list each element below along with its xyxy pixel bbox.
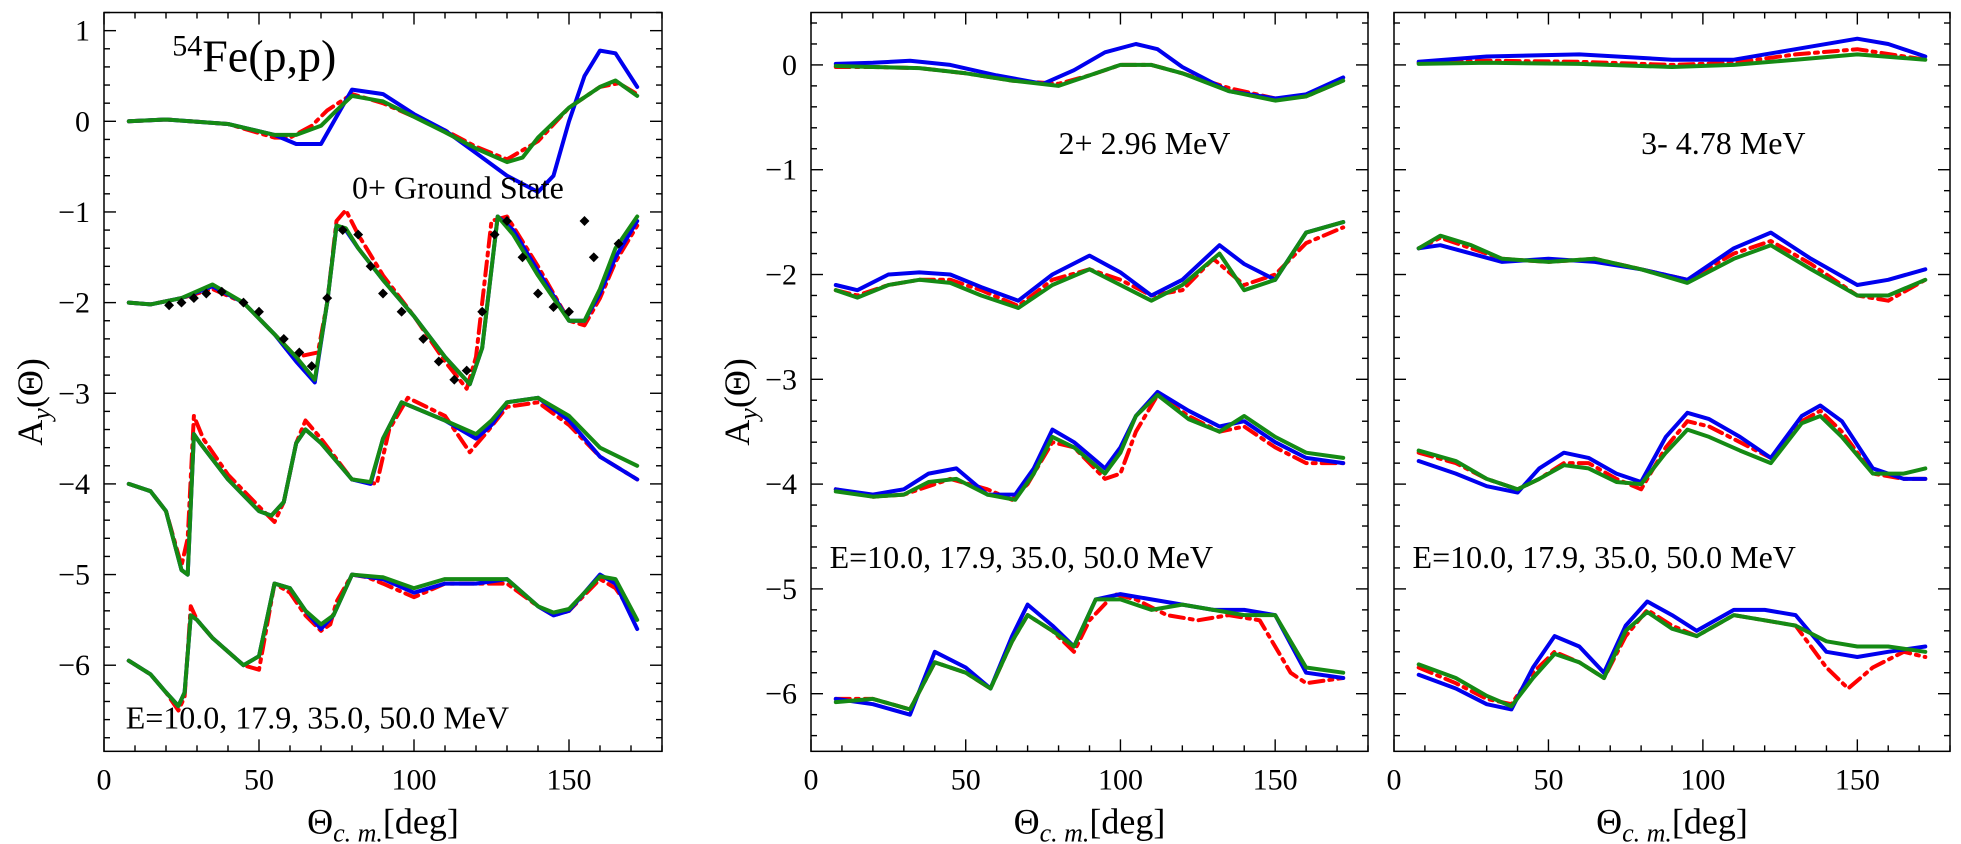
x-tick-label: 50 [244, 763, 274, 796]
panel-left: 0 50 100 150 1 0 −1 −2 −3 −4 −5 −6 Θc. m.[deg] Ay(Θ) 5… [10, 11, 663, 844]
series-green-line-4 [126, 572, 640, 708]
data-point [322, 293, 333, 304]
x-tick-label: 100 [1680, 763, 1725, 796]
data-point [477, 306, 488, 317]
x-tick-label: 0 [804, 763, 819, 796]
data-point [461, 365, 472, 376]
data-point [353, 229, 364, 240]
series-blue-line-4 [1416, 599, 1928, 712]
annotation: 0+ Ground State [352, 169, 564, 205]
x-axis-title: Θc. m.[deg] [1596, 801, 1748, 844]
plot-area [833, 42, 1346, 717]
x-tick-label: 50 [1533, 763, 1563, 796]
series-green-line-4 [833, 597, 1346, 712]
series-blue-line-2 [833, 220, 1346, 303]
y-tick-label: −4 [58, 468, 90, 501]
y-tick-label: −2 [58, 287, 90, 320]
series-green-line-3 [1416, 414, 1928, 492]
data-point [238, 297, 249, 308]
data-point [294, 347, 305, 358]
plot-area [126, 48, 640, 713]
data-point [613, 238, 624, 249]
annotation: 3- 4.78 MeV [1641, 125, 1805, 161]
annotation: E=10.0, 17.9, 35.0, 50.0 MeV [126, 700, 509, 736]
y-tick-label: −1 [58, 196, 90, 229]
y-tick-label: −5 [58, 559, 90, 592]
y-tick-label: −3 [765, 363, 797, 396]
x-tick-label: 100 [1098, 763, 1143, 796]
series-blue-line-1 [1416, 36, 1928, 64]
panel-right: 0 50 100 150 Θc. m.[deg] 3- 4.78 MeV E=10.0, 1… [1387, 11, 1951, 844]
data-point [216, 286, 227, 297]
y-tick-label: −6 [765, 678, 797, 711]
x-tick-label: 50 [951, 763, 981, 796]
data-point [306, 361, 317, 372]
series-blue-line-3 [833, 389, 1346, 497]
annotation: E=10.0, 17.9, 35.0, 50.0 MeV [830, 539, 1213, 575]
x-tick-label: 150 [547, 763, 592, 796]
x-tick-label: 0 [97, 763, 112, 796]
y-tick-label: −6 [58, 649, 90, 682]
data-point [418, 333, 429, 344]
series-green-line-1 [1416, 52, 1928, 69]
x-tick-label: 150 [1253, 763, 1298, 796]
x-tick-label: 0 [1387, 763, 1402, 796]
data-point [533, 288, 543, 299]
y-tick-label: −4 [765, 468, 797, 501]
y-axis-title: Ay(Θ) [10, 358, 56, 446]
y-tick-label: −1 [765, 154, 797, 187]
data-point [164, 300, 175, 311]
y-axis-title: Ay(Θ) [717, 358, 763, 446]
x-tick-label: 150 [1835, 763, 1880, 796]
y-tick-label: −5 [765, 573, 797, 606]
data-point [564, 306, 574, 317]
data-point [396, 306, 407, 317]
data-point [365, 261, 376, 272]
annotation: 2+ 2.96 MeV [1059, 125, 1231, 161]
series-green-line-3 [833, 393, 1346, 502]
series-green-line-2 [1416, 233, 1928, 298]
data-point [176, 297, 187, 308]
y-tick-label: −2 [765, 259, 797, 292]
x-tick-label: 100 [392, 763, 437, 796]
x-axis-title: Θc. m.[deg] [307, 801, 459, 844]
data-point [548, 302, 559, 313]
x-axis-title: Θc. m.[deg] [1014, 801, 1166, 844]
series-green-line-2 [833, 220, 1346, 310]
y-tick-label: 0 [75, 105, 90, 138]
series-green-line-1 [833, 62, 1346, 103]
data-point [201, 288, 212, 299]
y-tick-label: 1 [75, 15, 90, 48]
plot-area [1416, 36, 1928, 712]
y-tick-label: −3 [58, 377, 90, 410]
data-point [278, 333, 289, 344]
series-green-line-1 [126, 78, 640, 165]
panel-middle: 0 50 100 150 0 −1 −2 −3 −4 −5 −6 Θc. m.[deg] Ay(Θ) 2+… [717, 11, 1369, 844]
data-point [378, 288, 388, 299]
data-point [579, 216, 590, 226]
chart-title: 54Fe(p,p) [172, 29, 336, 81]
y-tick-label: 0 [782, 49, 797, 82]
series-green-line-4 [1416, 610, 1928, 709]
data-point [188, 293, 199, 304]
data-point [337, 225, 348, 236]
data-point [502, 216, 512, 226]
data-point [433, 356, 444, 367]
series-green-line-3 [126, 395, 640, 577]
data-point [489, 229, 500, 240]
data-point [449, 374, 460, 385]
annotation: E=10.0, 17.9, 35.0, 50.0 MeV [1413, 539, 1796, 575]
series-red-dashdot-line-1 [1416, 47, 1928, 67]
